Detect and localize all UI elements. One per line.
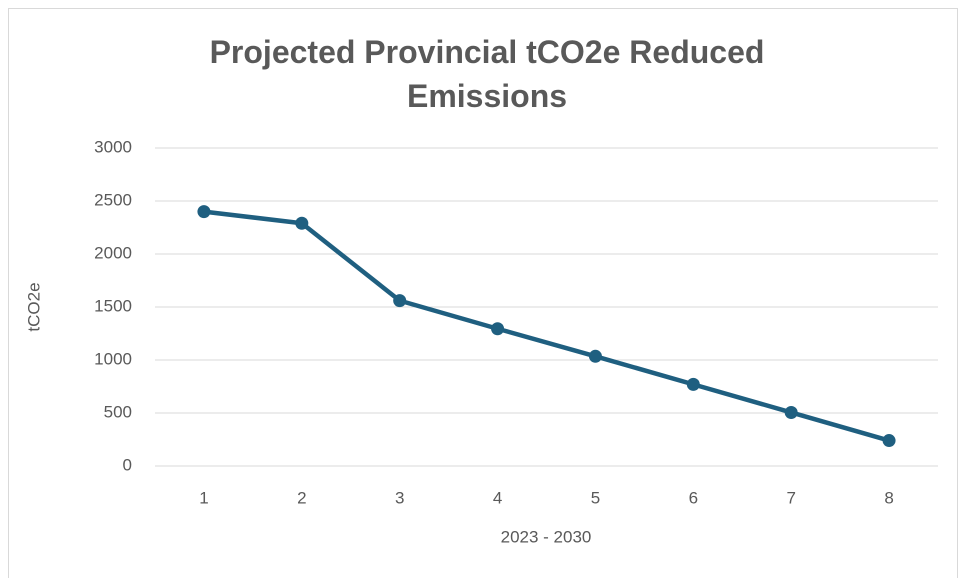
x-tick-label: 6 (689, 488, 698, 507)
y-tick-label: 500 (104, 402, 132, 421)
y-axis-label: tCO2e (24, 282, 43, 331)
data-point (882, 434, 896, 448)
x-tick-label: 7 (786, 488, 795, 507)
chart-title: Projected Provincial tCO2e Reduced Emiss… (209, 34, 765, 114)
data-point (295, 216, 309, 230)
line-series (203, 209, 890, 443)
data-point (197, 205, 211, 219)
data-point (393, 294, 407, 308)
x-tick-label: 3 (395, 488, 404, 507)
x-tick-label: 4 (493, 488, 502, 507)
y-tick-label: 2500 (94, 190, 132, 209)
data-point (491, 322, 505, 336)
y-tick-label: 1500 (94, 296, 132, 315)
data-point (686, 377, 700, 391)
y-tick-label: 0 (123, 455, 132, 474)
x-tick-label: 1 (199, 488, 208, 507)
y-tick-label: 3000 (94, 137, 132, 156)
x-tick-label: 8 (884, 488, 893, 507)
y-tick-label: 1000 (94, 349, 132, 368)
x-tick-label: 2 (297, 488, 306, 507)
x-axis-label: 2023 - 2030 (501, 527, 592, 546)
x-tick-label: 5 (591, 488, 600, 507)
data-point (784, 405, 798, 419)
data-point (588, 349, 602, 363)
chart-border (8, 8, 958, 578)
y-tick-label: 2000 (94, 243, 132, 262)
